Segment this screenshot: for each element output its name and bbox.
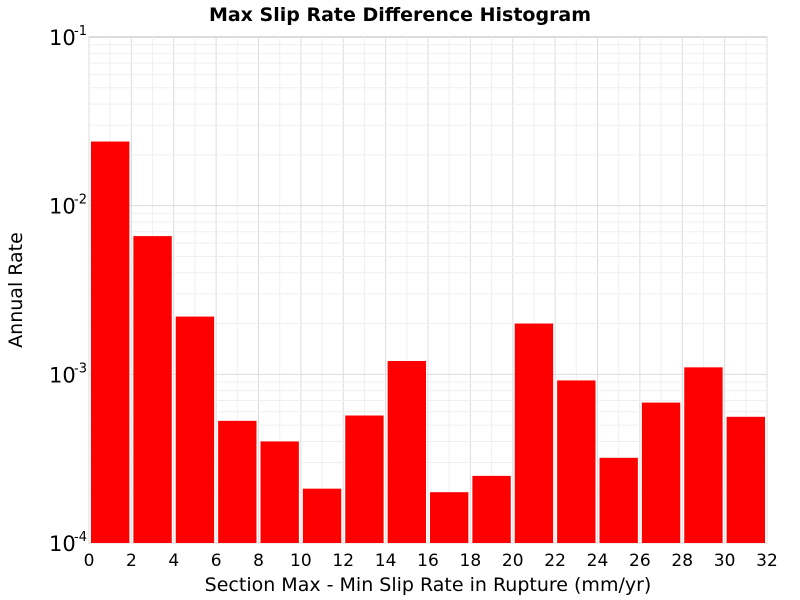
x-tick-label: 8 bbox=[253, 551, 264, 571]
x-tick-label: 18 bbox=[460, 551, 482, 571]
y-axis-label: Annual Rate bbox=[5, 232, 27, 348]
x-tick-label: 26 bbox=[629, 551, 651, 571]
bar-12 bbox=[599, 457, 638, 543]
bar-3 bbox=[218, 420, 257, 543]
y-tick-exponent: -1 bbox=[74, 24, 87, 39]
bar-4 bbox=[260, 441, 299, 543]
y-tick-base: 10 bbox=[49, 532, 76, 556]
bar-0 bbox=[91, 141, 130, 543]
x-tick-label: 32 bbox=[756, 551, 778, 571]
y-tick-base: 10 bbox=[49, 363, 76, 387]
x-tick-label: 24 bbox=[587, 551, 609, 571]
y-axis-ticks: 10-410-310-210-1 bbox=[49, 24, 87, 556]
y-tick-exponent: -4 bbox=[74, 530, 87, 545]
x-tick-label: 0 bbox=[84, 551, 95, 571]
x-tick-label: 4 bbox=[168, 551, 179, 571]
bars bbox=[91, 141, 765, 544]
x-tick-label: 20 bbox=[502, 551, 524, 571]
y-tick-label: 10-3 bbox=[49, 361, 87, 387]
y-tick-exponent: -2 bbox=[74, 193, 87, 208]
y-tick-label: 10-2 bbox=[49, 193, 87, 219]
bar-14 bbox=[684, 367, 723, 543]
x-tick-label: 22 bbox=[544, 551, 566, 571]
x-tick-label: 6 bbox=[211, 551, 222, 571]
bar-5 bbox=[302, 488, 342, 543]
x-tick-label: 16 bbox=[417, 551, 439, 571]
x-tick-label: 30 bbox=[714, 551, 736, 571]
bar-2 bbox=[175, 316, 215, 543]
bar-6 bbox=[345, 415, 384, 543]
x-axis-label: Section Max - Min Slip Rate in Rupture (… bbox=[205, 574, 652, 596]
y-tick-label: 10-4 bbox=[49, 530, 87, 556]
bar-8 bbox=[430, 492, 469, 543]
y-tick-base: 10 bbox=[49, 195, 76, 219]
bar-11 bbox=[557, 380, 596, 543]
y-tick-label: 10-1 bbox=[49, 24, 87, 50]
bar-1 bbox=[133, 236, 172, 544]
x-axis-ticks: 0 2 4 6 8 10 12 14 16 18 20 22 24 26 28 30 32 bbox=[84, 551, 778, 571]
bar-10 bbox=[514, 323, 554, 543]
x-tick-label: 10 bbox=[290, 551, 312, 571]
y-tick-base: 10 bbox=[49, 26, 76, 50]
bar-7 bbox=[387, 360, 426, 543]
x-tick-label: 28 bbox=[671, 551, 693, 571]
bar-13 bbox=[641, 402, 681, 543]
y-tick-exponent: -3 bbox=[74, 361, 87, 376]
x-tick-label: 12 bbox=[332, 551, 354, 571]
chart-title: Max Slip Rate Difference Histogram bbox=[209, 4, 591, 26]
x-tick-label: 14 bbox=[375, 551, 397, 571]
x-tick-label: 2 bbox=[126, 551, 137, 571]
bar-15 bbox=[726, 416, 765, 543]
bar-9 bbox=[472, 475, 511, 543]
